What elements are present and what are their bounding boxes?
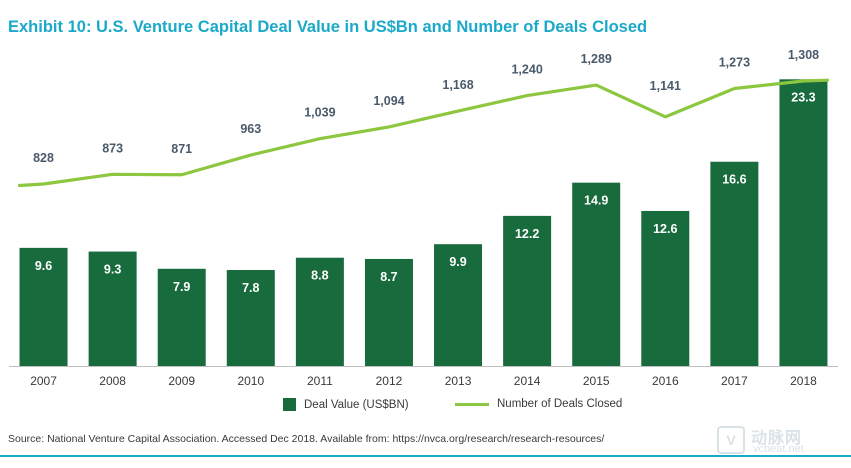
- bar: [434, 244, 483, 366]
- line-value-label: 1,141: [650, 79, 681, 93]
- combo-chart: 9.6 2007 9.3 2008 7.9 2009 7.8 2010 8.8 2011 8.7 20…: [9, 48, 838, 388]
- bar: [641, 210, 690, 366]
- line-value-label: 1,240: [511, 63, 542, 77]
- line-value-label: 1,308: [788, 48, 819, 62]
- bar-value-label: 7.8: [242, 281, 259, 295]
- bar-value-label: 16.6: [722, 173, 746, 187]
- legend-item-deals-closed: Number of Deals Closed: [455, 398, 622, 410]
- bar: [295, 257, 344, 366]
- x-tick-label: 2014: [514, 374, 541, 388]
- bar: [779, 79, 828, 367]
- x-tick-label: 2009: [168, 374, 195, 388]
- legend-item-deal-value: Deal Value (US$BN): [283, 398, 409, 411]
- bar: [88, 251, 137, 366]
- x-tick-label: 2007: [30, 374, 57, 388]
- legend-label-deals-closed: Number of Deals Closed: [497, 398, 623, 410]
- footer-rule: [0, 455, 851, 457]
- bar: [364, 258, 413, 366]
- line-value-label: 1,094: [373, 94, 404, 108]
- bar-value-label: 14.9: [584, 194, 608, 208]
- line-value-label: 873: [102, 141, 123, 155]
- legend-swatch-bar: [283, 398, 296, 411]
- bar-value-label: 23.3: [791, 90, 815, 104]
- line-value-label: 1,273: [719, 56, 750, 70]
- x-tick-label: 2018: [790, 374, 817, 388]
- legend-swatch-line: [455, 402, 489, 406]
- x-tick-label: 2010: [237, 374, 264, 388]
- bar-value-label: 9.3: [104, 263, 121, 277]
- line-value-label: 1,289: [581, 52, 612, 66]
- bar: [226, 270, 275, 366]
- x-tick-label: 2015: [583, 374, 610, 388]
- bar-value-label: 8.7: [380, 270, 397, 284]
- source-note: Source: National Venture Capital Associa…: [8, 433, 605, 445]
- bar-value-label: 8.8: [311, 269, 328, 283]
- bar-value-label: 9.6: [35, 259, 52, 273]
- x-tick-label: 2011: [307, 374, 333, 388]
- watermark-en-text: vcbeat.net: [753, 443, 804, 455]
- bar-value-label: 9.9: [449, 255, 466, 269]
- chart-title: Exhibit 10: U.S. Venture Capital Deal Va…: [8, 18, 648, 36]
- watermark-box-glyph: V: [717, 426, 745, 454]
- x-tick-label: 2008: [99, 374, 126, 388]
- x-tick-label: 2017: [721, 374, 748, 388]
- line-value-label: 963: [240, 122, 261, 136]
- line-value-label: 871: [171, 142, 192, 156]
- x-tick-label: 2012: [376, 374, 403, 388]
- legend-label-deal-value: Deal Value (US$BN): [304, 398, 409, 411]
- x-tick-label: 2016: [652, 374, 679, 388]
- watermark-cn-text: 动脉网: [751, 430, 803, 447]
- bar-value-label: 12.2: [515, 227, 539, 241]
- line-value-label: 828: [33, 151, 54, 165]
- bar: [157, 268, 206, 366]
- bar: [710, 161, 759, 366]
- chart-legend: Deal Value (US$BN) Number of Deals Close…: [0, 398, 851, 418]
- bar: [19, 247, 68, 366]
- bar: [503, 215, 552, 366]
- bar: [572, 182, 621, 366]
- x-tick-label: 2013: [445, 374, 472, 388]
- line-value-label: 1,039: [304, 106, 335, 120]
- vcbeat-watermark-logo: V 动脉网 vcbeat.net: [717, 424, 837, 458]
- deals-line: [17, 78, 830, 188]
- bar-value-label: 12.6: [653, 222, 677, 236]
- bar-value-label: 7.9: [173, 280, 190, 294]
- line-value-label: 1,168: [442, 78, 473, 92]
